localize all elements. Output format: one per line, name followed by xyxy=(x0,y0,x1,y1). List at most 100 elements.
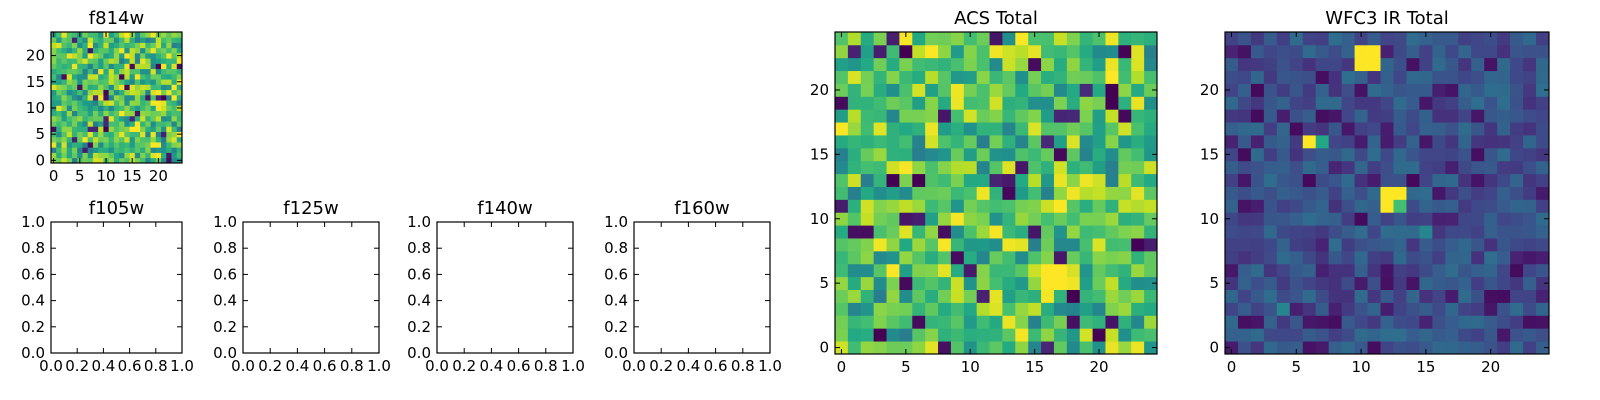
heatmap-cell xyxy=(1041,32,1055,46)
heatmap-cell xyxy=(1484,276,1498,290)
y-tick-label: 5 xyxy=(819,274,829,292)
heatmap-cell xyxy=(66,136,73,143)
heatmap-cell xyxy=(963,147,978,162)
heatmap-cell xyxy=(171,52,178,59)
heatmap-cell xyxy=(1263,263,1278,278)
heatmap-cell xyxy=(140,147,146,153)
heatmap-cell xyxy=(1237,70,1252,84)
heatmap-cell xyxy=(1302,109,1317,123)
heatmap-cell xyxy=(1028,186,1042,200)
heatmap-cell xyxy=(66,94,73,101)
heatmap-cell xyxy=(1419,199,1433,213)
heatmap-cell xyxy=(82,94,89,101)
heatmap-cell xyxy=(1328,109,1343,123)
heatmap-cell xyxy=(124,63,130,70)
heatmap-cell xyxy=(1289,109,1304,123)
heatmap-cell xyxy=(98,84,104,91)
heatmap-cell xyxy=(1079,83,1093,97)
heatmap-cell xyxy=(1380,263,1394,278)
heatmap-cell xyxy=(1458,341,1472,355)
heatmap-cell xyxy=(1367,173,1381,187)
heatmap-cell xyxy=(1237,315,1252,329)
heatmap-cell xyxy=(71,110,78,117)
heatmap-cell xyxy=(950,199,965,213)
heatmap-cell xyxy=(71,121,78,127)
heatmap-cell xyxy=(155,84,162,91)
heatmap-cell xyxy=(77,63,83,70)
heatmap-cell xyxy=(950,276,965,290)
heatmap-cell xyxy=(51,89,57,96)
heatmap-cell xyxy=(51,94,57,101)
heatmap-cell xyxy=(1341,96,1355,110)
heatmap-cell xyxy=(835,341,849,355)
heatmap-cell xyxy=(835,160,849,175)
heatmap-cell xyxy=(1341,44,1355,59)
heatmap-cell xyxy=(1015,212,1029,226)
heatmap-cell xyxy=(108,157,115,164)
heatmap-cell xyxy=(1066,250,1081,265)
heatmap-cell xyxy=(113,37,120,43)
heatmap-cell xyxy=(1406,83,1420,97)
heatmap-cell xyxy=(847,302,862,316)
heatmap-cell xyxy=(98,152,104,159)
heatmap-cell xyxy=(950,315,965,329)
heatmap-cell xyxy=(150,131,157,138)
heatmap-cell xyxy=(1393,263,1407,278)
heatmap-cell xyxy=(1471,57,1485,72)
heatmap-cell xyxy=(56,79,62,85)
heatmap-cell xyxy=(108,142,115,148)
heatmap-cell xyxy=(1523,225,1537,239)
heatmap-cell xyxy=(1302,315,1317,329)
heatmap-cell xyxy=(835,276,849,290)
heatmap-cell xyxy=(108,68,115,75)
heatmap-cell xyxy=(1380,315,1394,329)
heatmap-cell xyxy=(1354,83,1368,97)
heatmap-cell xyxy=(145,63,151,70)
heatmap-cell xyxy=(989,160,1003,175)
heatmap-cell xyxy=(1092,96,1106,110)
heatmap-cell xyxy=(1315,173,1330,187)
heatmap-cell xyxy=(1393,276,1407,290)
heatmap-cell xyxy=(66,115,73,122)
heatmap-cell xyxy=(1484,341,1498,355)
heatmap-cell xyxy=(1250,109,1265,123)
heatmap-cell xyxy=(1341,328,1355,342)
heatmap-cell xyxy=(1053,199,1068,213)
heatmap-cell xyxy=(171,68,178,75)
heatmap-cell xyxy=(171,157,178,164)
heatmap-cell xyxy=(56,105,62,111)
heatmap-cell xyxy=(899,212,913,226)
heatmap-cell xyxy=(1092,199,1106,213)
heatmap-cell xyxy=(71,89,78,96)
heatmap-cell xyxy=(1276,122,1291,136)
heatmap-cell xyxy=(87,42,94,49)
subplot-f125w: 0.0 0.2 0.4 0.6 0.8 1.00.00.20.40.60.81.0f125… xyxy=(213,198,391,375)
heatmap-cell xyxy=(1510,70,1524,84)
heatmap-cell xyxy=(1328,341,1343,355)
heatmap-cell xyxy=(1471,135,1485,149)
heatmap-cell xyxy=(1510,96,1524,110)
heatmap-cell xyxy=(912,160,926,175)
y-tick-label: 0.2 xyxy=(21,318,45,336)
heatmap-cell xyxy=(1315,328,1330,342)
heatmap-cell xyxy=(1510,315,1524,329)
heatmap-cell xyxy=(1079,32,1093,46)
heatmap-cell xyxy=(1354,212,1368,226)
heatmap-cell xyxy=(1131,57,1145,72)
heatmap-cell xyxy=(1250,32,1265,46)
heatmap-cell xyxy=(124,32,130,38)
heatmap-cell xyxy=(950,289,965,303)
heatmap-cell xyxy=(82,126,89,132)
heatmap-cell xyxy=(938,160,952,175)
heatmap-cell xyxy=(1276,263,1291,278)
heatmap-cell xyxy=(140,110,146,117)
heatmap-cell xyxy=(176,89,183,96)
y-tick-label: 0 xyxy=(819,339,829,357)
heatmap-cell xyxy=(886,173,900,187)
heatmap-cell xyxy=(1289,57,1304,72)
heatmap-cell xyxy=(1354,135,1368,149)
y-tick-label: 0.2 xyxy=(604,318,628,336)
heatmap-cell xyxy=(847,70,862,84)
heatmap-cell xyxy=(1367,302,1381,316)
heatmap-cell xyxy=(976,173,990,187)
